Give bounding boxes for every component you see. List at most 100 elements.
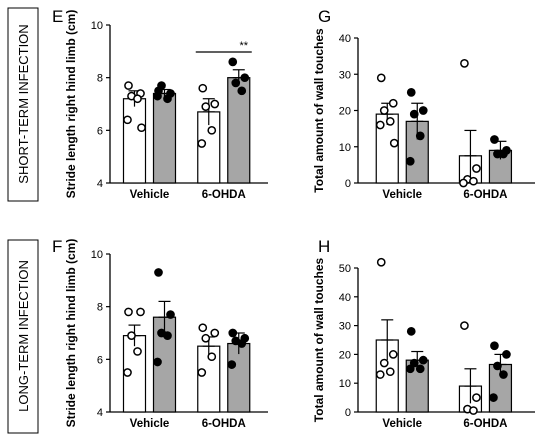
data-point	[207, 125, 217, 135]
data-point	[459, 178, 468, 188]
data-point	[197, 368, 207, 377]
y-tick-label: 50	[339, 263, 351, 275]
data-point	[460, 59, 469, 68]
x-tick-label: Vehicle	[382, 418, 422, 430]
data-point	[124, 307, 133, 317]
y-axis-title: Total amount of wall touches	[312, 28, 326, 193]
data-point	[133, 94, 142, 104]
data-point	[376, 73, 386, 83]
y-tick-label: 20	[339, 349, 351, 361]
data-point	[409, 358, 419, 368]
y-tick-label: 6	[97, 125, 103, 137]
data-point	[124, 81, 133, 90]
y-tick-label: 30	[339, 321, 351, 333]
data-point	[406, 327, 416, 336]
y-tick-label: 4	[97, 178, 103, 190]
data-point	[418, 355, 428, 365]
data-point	[405, 156, 415, 166]
y-tick-label: 10	[339, 378, 351, 390]
data-point	[210, 99, 220, 109]
data-point	[472, 393, 481, 402]
data-point	[379, 106, 389, 115]
data-point	[385, 367, 395, 377]
data-point	[166, 310, 175, 319]
data-point	[469, 406, 478, 415]
row-label-long-box: LONG-TERM INFECTION	[7, 239, 39, 434]
y-tick-label: 8	[97, 302, 103, 314]
panel-letter: H	[318, 237, 330, 256]
panel-E: E 4 6 8 10 Stride length right hind limb (cm)…	[52, 7, 268, 201]
data-point	[415, 364, 425, 374]
data-point	[201, 333, 211, 343]
data-point	[490, 135, 499, 144]
x-tick-label: 6-OHDA	[463, 189, 507, 201]
x-tick-label: Vehicle	[382, 189, 422, 201]
data-point	[502, 350, 511, 359]
data-point	[231, 78, 241, 88]
x-tick-label: Vehicle	[130, 418, 170, 430]
y-tick-label: 10	[91, 249, 103, 261]
y-tick-label: 30	[339, 69, 351, 81]
data-point	[469, 176, 478, 186]
data-point	[388, 350, 398, 359]
x-tick-label: 6-OHDA	[202, 418, 246, 430]
data-point	[406, 88, 416, 97]
data-point	[123, 368, 132, 377]
data-point	[385, 117, 395, 126]
panel-letter: E	[52, 7, 63, 26]
row-label-short: SHORT-TERM INFECTION	[16, 24, 31, 183]
row-label-long: LONG-TERM INFECTION	[16, 260, 31, 412]
data-point	[228, 57, 238, 67]
y-tick-label: 40	[339, 33, 351, 45]
data-point	[153, 91, 162, 101]
y-tick-label: 10	[339, 142, 351, 154]
y-axis-title: Stride length right hind limb (cm)	[64, 239, 78, 428]
data-point	[375, 370, 385, 379]
data-point	[154, 268, 163, 277]
panel-letter: G	[318, 7, 331, 26]
data-point	[153, 357, 162, 367]
data-point	[409, 109, 419, 119]
y-tick-label: 40	[339, 292, 351, 304]
x-tick-label: 6-OHDA	[202, 189, 246, 201]
data-point	[157, 81, 166, 90]
data-point	[418, 106, 428, 115]
data-point	[136, 307, 145, 317]
bar	[122, 98, 147, 184]
y-tick-label: 8	[97, 73, 103, 85]
data-point	[228, 328, 238, 338]
data-point	[163, 331, 172, 340]
data-point	[493, 361, 502, 371]
data-point	[389, 138, 399, 148]
data-point	[415, 131, 425, 141]
data-point	[379, 358, 389, 368]
data-point	[210, 328, 220, 338]
data-point	[499, 370, 508, 379]
row-label-short-box: SHORT-TERM INFECTION	[7, 7, 39, 202]
data-point	[198, 323, 208, 333]
data-point	[123, 115, 132, 125]
data-point	[163, 94, 172, 104]
data-point	[240, 73, 250, 83]
data-point	[133, 347, 142, 356]
panel-letter: F	[52, 237, 62, 256]
y-tick-label: 4	[97, 407, 103, 419]
panel-G: G 0 10 20 30 40 Total amount of wall touches Ve…	[312, 7, 535, 201]
y-tick-label: 6	[97, 354, 103, 366]
y-tick-label: 0	[345, 178, 351, 190]
data-point	[201, 102, 211, 111]
y-axis-title: Total amount of wall touches	[312, 257, 326, 422]
data-point	[376, 257, 386, 267]
data-point	[197, 139, 207, 148]
data-point	[137, 123, 146, 133]
panel-H: H 0 10 20 30 40 50 Total amount of wall touches…	[312, 237, 535, 430]
data-point	[127, 331, 136, 340]
data-point	[375, 120, 385, 130]
data-point	[388, 98, 398, 108]
y-tick-label: 10	[91, 20, 103, 32]
y-axis-title: Stride length right hind limb (cm)	[64, 10, 78, 199]
data-point	[499, 149, 508, 159]
significance-label: **	[239, 40, 248, 52]
x-tick-label: 6-OHDA	[463, 418, 507, 430]
